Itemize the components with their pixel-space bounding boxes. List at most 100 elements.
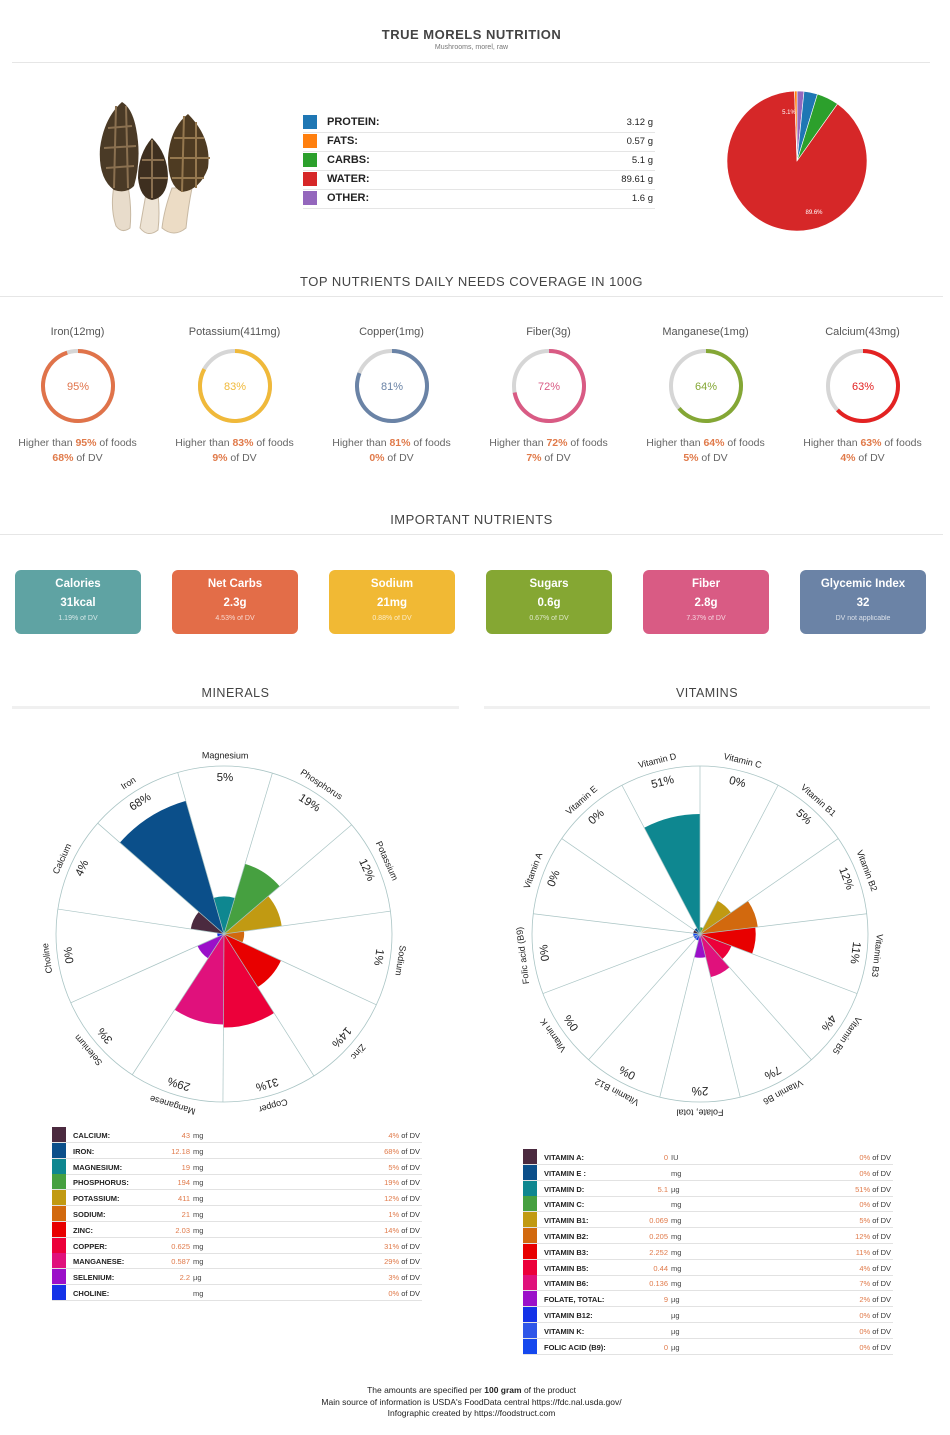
polar-value-label: 0% [586,807,606,827]
polar-category-label: Choline [40,942,54,974]
row-name: MAGNESIUM: [73,1162,123,1172]
row-unit: µg [671,1295,680,1305]
polar-value-label: 12% [836,866,855,892]
row-name: VITAMIN E : [544,1168,586,1178]
row-amount: 21 [181,1210,190,1219]
sector-vitamin-d [644,814,700,934]
polar-spoke [699,785,779,935]
row-dv: 11% of DV [855,1247,891,1257]
nutrient-row: CALCIUM: 43 mg 4% of DV [52,1127,422,1143]
nutrient-card-5: Glycemic Index 32 DV not applicable [800,570,926,634]
polar-spoke [699,913,867,935]
row-amount: 43 [181,1131,190,1140]
row-name: VITAMIN B2: [544,1232,589,1241]
macro-value: 89.61 g [621,174,653,185]
polar-category-label: Vitamin A [522,851,545,890]
row-amount: 2.2 [179,1273,190,1283]
polar-value-label: 68% [128,791,154,813]
row-dv: 0% of DV [859,1153,891,1162]
polar-value-label: 1% [371,948,385,966]
sector-zinc [224,934,282,988]
card-value: 2.8g [694,597,718,609]
row-amount: 0.587 [171,1257,190,1267]
header-divider [12,62,930,63]
card-name: Net Carbs [207,578,263,590]
row-dv: 0% of DV [859,1311,891,1320]
polar-value-label: 0% [617,1063,637,1081]
row-dv: 29% of DV [384,1257,420,1267]
row-dv: 0% of DV [859,1326,891,1336]
gauge-arc [835,349,900,423]
gauge-arc [676,349,743,423]
card-name: Sugars [529,578,569,590]
polar-spoke [70,933,225,1004]
row-unit: µg [671,1184,680,1194]
polar-category-label: Potassium [374,840,400,882]
nutrient-row: SELENIUM: 2.2 µg 3% of DV [52,1269,422,1286]
macro-row-protein: PROTEIN: 3.12 g [303,113,655,133]
morel-middle [138,138,168,234]
sector-manganese [174,934,224,1025]
row-unit: mg [193,1225,204,1235]
row-name: VITAMIN A: [544,1153,584,1162]
macro-row-water: WATER: 89.61 g [303,170,655,190]
row-swatch [52,1269,66,1285]
sector-selenium [197,934,224,959]
macro-swatch [303,172,317,186]
row-dv: 5% of DV [859,1216,891,1226]
nutrient-row: CHOLINE: mg 0% of DV [52,1285,422,1301]
row-dv: 7% of DV [859,1279,891,1289]
macro-row-carbs: CARBS: 5.1 g [303,151,655,171]
gauge-2: Copper(1mg) 81% Higher than 81% of foods 0%… [314,326,469,466]
footer-line-1: The amounts are specified per 100 gram o… [367,1385,576,1395]
row-name: VITAMIN C: [544,1200,585,1210]
vitamins-divider [484,706,930,709]
gauge-arc [40,349,115,423]
row-name: VITAMIN B3: [544,1247,589,1257]
row-unit: µg [671,1342,680,1352]
footer-line-3: Infographic created by https://foodstruc… [387,1408,556,1418]
vitamins-title: VITAMINS [675,686,739,700]
row-name: ZINC: [73,1225,93,1235]
vitamins-polar-chart: Vitamin C0% Vitamin B15%Vitamin B212%Vita… [514,751,885,1118]
nutrient-card-0: Calories 31kcal 1.19% of DV [15,570,141,634]
gauge-percent: 64% [694,381,716,393]
row-swatch [523,1275,537,1291]
nutrient-row: FOLIC ACID (B9): 0 µg 0% of DV [523,1338,893,1355]
sector-vitamin-b5 [700,934,732,960]
nutrient-row: VITAMIN B5: 0.44 mg 4% of DV [523,1259,893,1276]
row-dv: 19% of DV [384,1178,420,1188]
gauge-caption: Higher than 72% of foods 7% of DV [489,437,608,464]
gauge-caption: Higher than 95% of foods 68% of DV [18,437,137,464]
morel-left [99,102,139,232]
polar-value-label: 0% [62,946,76,964]
row-unit: mg [193,1131,204,1140]
row-dv: 0% of DV [859,1342,891,1352]
nutrient-row: VITAMIN C: mg 0% of DV [523,1196,893,1213]
row-swatch [52,1127,66,1142]
macro-name: WATER: [327,173,370,185]
polar-value-label: 5% [793,807,813,827]
polar-value-label: 0% [546,869,563,889]
row-swatch [523,1307,537,1322]
gauge-3: Fiber(3g) 72% Higher than 72% of foods 7% o… [471,326,626,466]
row-amount: 2.252 [649,1247,668,1257]
card-dv: 1.19% of DV [58,615,98,622]
row-name: VITAMIN B6: [544,1279,589,1289]
nutrient-row: VITAMIN B6: 0.136 mg 7% of DV [523,1275,893,1292]
card-name: Sodium [370,578,414,590]
gauge-percent: 63% [851,381,873,393]
row-dv: 31% of DV [384,1241,420,1251]
row-amount: 0 [663,1342,668,1352]
pie-slice-fats [794,90,798,162]
row-unit: mg [193,1178,204,1188]
row-swatch [523,1291,537,1307]
row-name: MANGANESE: [73,1257,125,1267]
row-unit: mg [671,1232,682,1241]
row-unit: mg [193,1289,204,1298]
polar-value-label: 2% [692,1084,709,1096]
polar-spoke [561,838,701,935]
row-unit: mg [671,1168,682,1178]
sector-folate-total [694,934,706,958]
gauge-percent: 81% [380,381,402,393]
